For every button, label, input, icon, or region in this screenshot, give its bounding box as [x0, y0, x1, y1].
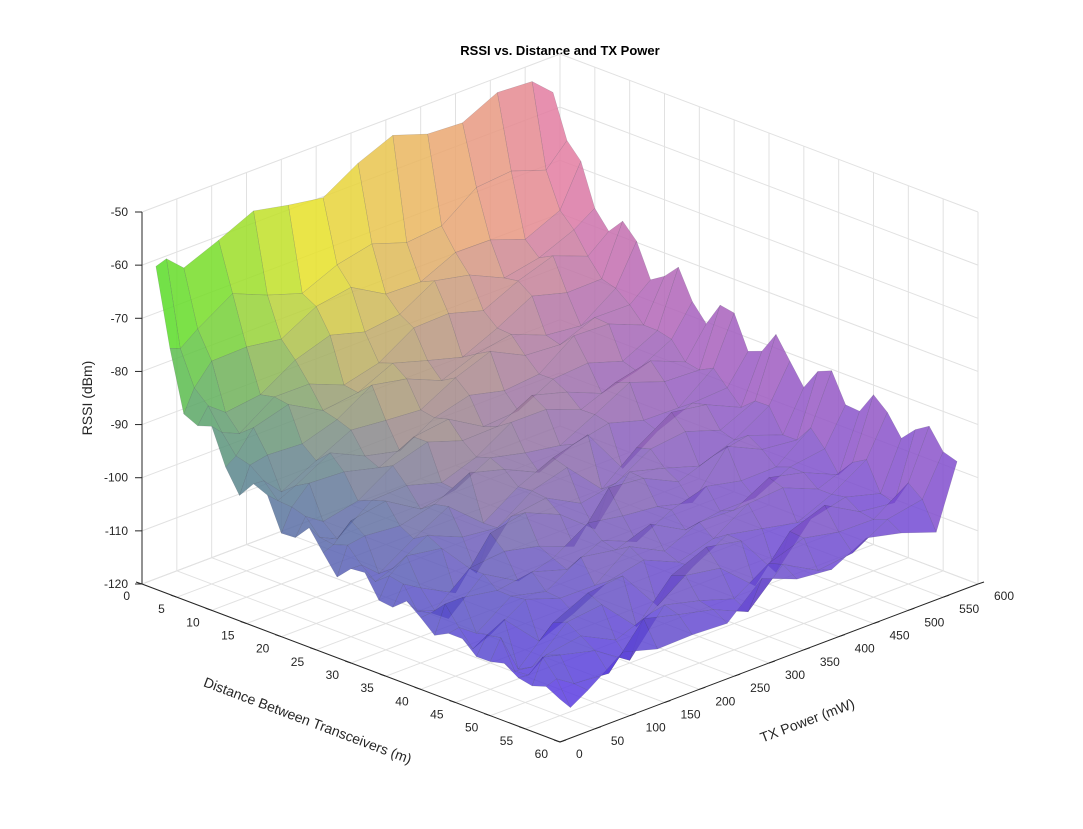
z-tick-label: -90 [111, 418, 129, 432]
z-tick-label: -100 [104, 471, 128, 485]
z-axis-label: RSSI (dBm) [79, 361, 95, 436]
surface-patch [545, 678, 571, 708]
grid-line [176, 570, 596, 730]
x-tick-label: 45 [430, 708, 444, 722]
y-tick-mark [943, 594, 950, 598]
y-tick-mark [803, 647, 810, 651]
y-tick-mark [734, 673, 741, 677]
x-tick-label: 40 [395, 694, 409, 708]
y-tick-label: 500 [924, 615, 944, 629]
y-tick-mark [629, 713, 636, 717]
y-tick-mark [838, 634, 845, 638]
y-tick-mark [873, 621, 880, 624]
surface-patch [817, 537, 867, 571]
y-tick-label: 200 [715, 694, 735, 708]
x-tick-mark [170, 594, 177, 598]
grid-line [559, 106, 979, 266]
y-tick-label: 150 [681, 708, 701, 722]
z-tick-label: -110 [105, 524, 128, 538]
x-tick-mark [240, 621, 247, 624]
x-tick-mark [449, 700, 456, 703]
x-tick-mark [275, 634, 282, 638]
y-tick-mark [699, 686, 706, 690]
z-tick-label: -60 [111, 258, 129, 272]
y-tick-label: 100 [646, 721, 666, 735]
y-axis-label: TX Power (mW) [758, 695, 857, 745]
surface [155, 81, 958, 709]
y-tick-mark [594, 726, 601, 730]
y-tick-label: 400 [855, 642, 875, 656]
x-tick-label: 0 [123, 589, 130, 603]
z-tick-label: -120 [104, 577, 128, 591]
x-tick-mark [519, 726, 526, 730]
axes [135, 211, 985, 743]
x-tick-label: 10 [186, 615, 200, 629]
y-tick-label: 50 [611, 734, 625, 748]
z-tick-label: -70 [111, 311, 129, 325]
x-tick-mark [205, 607, 212, 611]
x-tick-label: 60 [535, 747, 549, 761]
y-tick-label: 300 [785, 668, 805, 682]
x-tick-label: 50 [465, 721, 479, 735]
y-tick-label: 600 [994, 589, 1014, 603]
x-tick-label: 30 [326, 668, 340, 682]
y-tick-label: 350 [820, 655, 840, 669]
y-tick-mark [559, 739, 567, 743]
x-tick-mark [553, 739, 561, 743]
x-tick-label: 20 [256, 642, 270, 656]
x-tick-mark [310, 647, 317, 651]
y-tick-label: 250 [750, 681, 770, 695]
x-tick-mark [344, 660, 352, 664]
y-tick-mark [908, 607, 915, 611]
x-tick-mark [379, 673, 386, 677]
x-tick-label: 25 [291, 655, 305, 669]
grid-line [559, 53, 979, 213]
y-tick-mark [664, 700, 671, 703]
x-tick-label: 55 [500, 734, 514, 748]
y-tick-mark [977, 581, 985, 585]
y-tick-mark [768, 660, 776, 664]
x-tick-mark [484, 713, 491, 717]
chart-title: RSSI vs. Distance and TX Power [460, 43, 659, 58]
x-tick-label: 5 [158, 602, 165, 616]
z-tick-label: -80 [111, 364, 129, 378]
x-tick-label: 15 [221, 629, 235, 643]
x-tick-mark [414, 686, 421, 690]
x-axis-label: Distance Between Transceivers (m) [202, 674, 414, 767]
grid-line [141, 53, 561, 213]
x-tick-label: 35 [360, 681, 374, 695]
grid-line [559, 159, 979, 319]
y-tick-label: 450 [890, 629, 910, 643]
z-tick-label: -50 [111, 205, 129, 219]
y-tick-label: 0 [576, 747, 583, 761]
y-tick-label: 550 [959, 602, 979, 616]
